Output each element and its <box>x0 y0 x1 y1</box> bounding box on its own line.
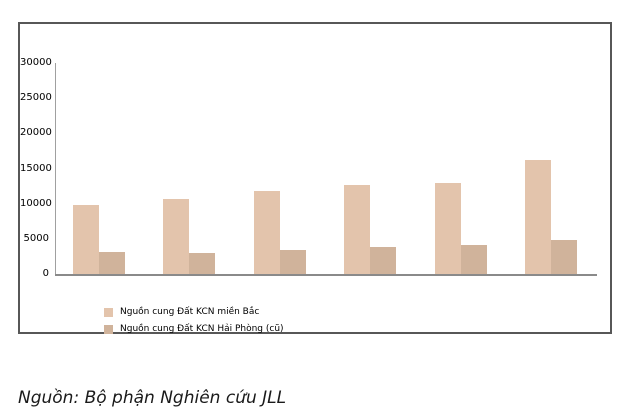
bar <box>163 199 190 274</box>
bar-group <box>525 160 577 274</box>
y-tick-label: 20000 <box>20 127 52 139</box>
bar-group <box>73 205 125 274</box>
bar <box>551 239 577 274</box>
bar-group <box>344 185 397 274</box>
bar-group <box>434 183 487 274</box>
x-axis-line <box>55 274 597 276</box>
y-axis-line <box>55 63 56 275</box>
y-tick-label: 15000 <box>20 162 52 174</box>
y-tick-label: 30000 <box>20 57 52 68</box>
bar <box>189 252 216 274</box>
bar <box>253 191 280 274</box>
legend-label: Nguồn cung Đất KCN Hải Phòng (cũ) <box>120 324 284 334</box>
bar <box>344 185 371 274</box>
legend-item-hai-phong: Nguồn cung Đất KCN Hải Phòng (cũ) <box>104 324 284 335</box>
bar <box>99 252 125 274</box>
bar <box>73 205 99 274</box>
legend-item-mien-bac: Nguồn cung Đất KCN miền Bắc <box>104 307 259 318</box>
bar <box>460 245 487 274</box>
legend-label: Nguồn cung Đất KCN miền Bắc <box>120 307 260 317</box>
bar <box>370 246 397 274</box>
bar-group <box>253 191 306 274</box>
source-caption: Nguồn: Bộ phận Nghiên cứu JLL <box>18 388 287 408</box>
bar <box>525 160 551 274</box>
y-tick-label: 5000 <box>23 232 49 244</box>
chart-panel: 30000 25000 20000 15000 10000 5000 0 Nguồn cun… <box>18 22 612 334</box>
bar <box>434 183 461 274</box>
y-tick-label: 0 <box>42 268 49 279</box>
plot-area: 30000 25000 20000 15000 10000 5000 0 <box>20 24 610 332</box>
legend-swatch <box>104 325 113 334</box>
y-tick-label: 25000 <box>20 92 52 104</box>
bar <box>279 250 306 274</box>
bar-group <box>163 199 216 274</box>
legend-swatch <box>104 308 113 317</box>
y-tick-label: 10000 <box>20 197 52 209</box>
